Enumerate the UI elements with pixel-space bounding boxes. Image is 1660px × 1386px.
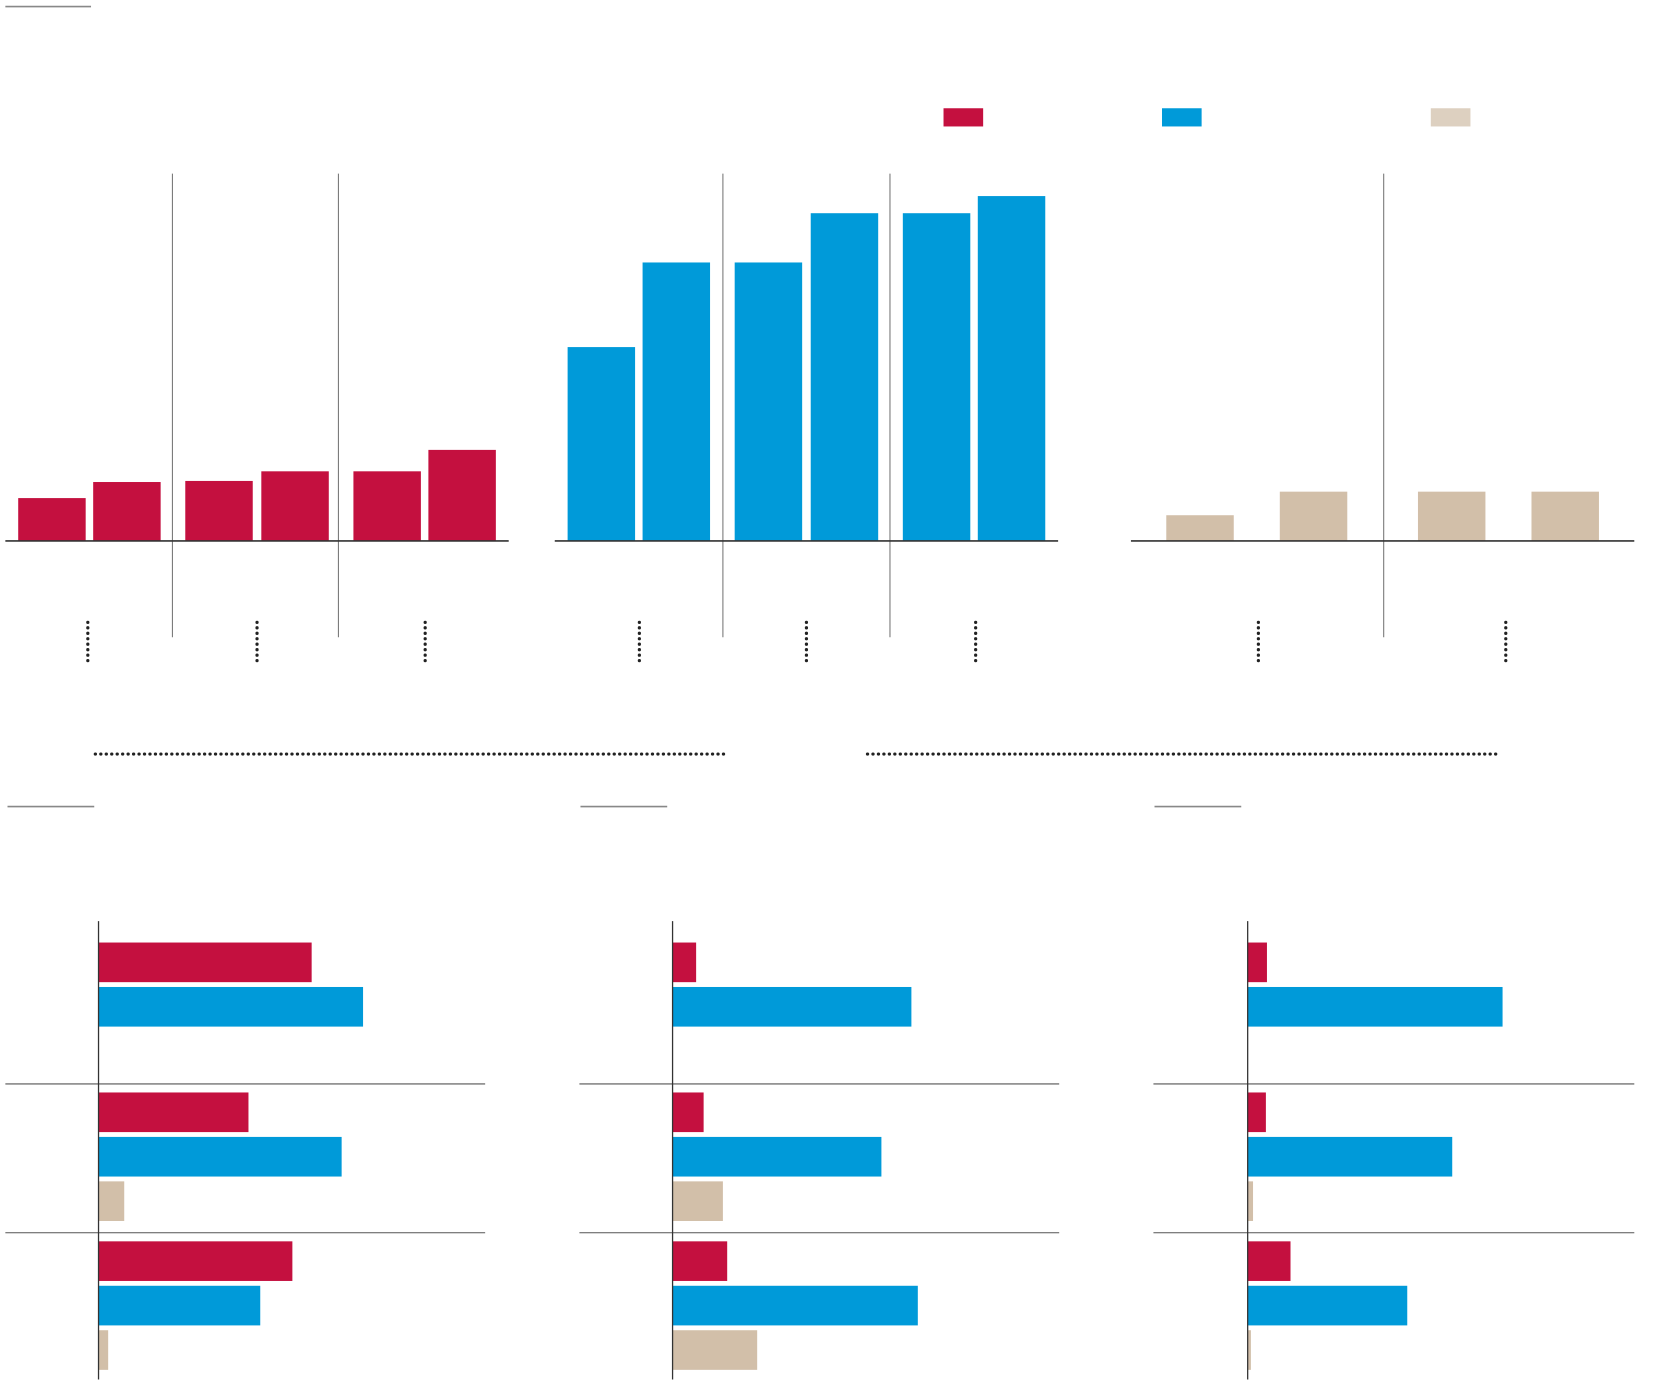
hbar-tan-g2 — [1247, 1181, 1254, 1221]
hbar-red-g3 — [98, 1241, 293, 1281]
hbar-blue-g3 — [672, 1285, 918, 1326]
hbar-red-g2 — [98, 1092, 249, 1133]
bar-blue-g3-1 — [902, 213, 971, 541]
bar-tan-g1-1 — [1166, 515, 1234, 541]
bar-blue-g2-1 — [734, 262, 803, 541]
hbar-red-g1 — [98, 942, 312, 983]
bar-blue-g2-2 — [810, 213, 879, 541]
hbar-blue-g3 — [1247, 1285, 1408, 1326]
hbar-blue-g3 — [98, 1285, 261, 1326]
hbar-tan-g2 — [98, 1181, 125, 1221]
hbar-blue-g1 — [672, 986, 912, 1027]
hbar-tan-g2 — [672, 1181, 723, 1221]
bar-red-g2-2 — [261, 471, 329, 541]
bar-tan-g1-2 — [1279, 491, 1348, 541]
hbar-blue-g2 — [672, 1136, 882, 1177]
hbar-tan-g3 — [672, 1330, 758, 1370]
hbar-red-g1 — [672, 942, 697, 983]
hbar-blue-g1 — [1247, 986, 1503, 1027]
hbar-blue-g2 — [98, 1136, 342, 1177]
hbar-tan-g3 — [98, 1330, 109, 1370]
bar-blue-g1-1 — [567, 347, 636, 541]
bar-red-g3-2 — [428, 449, 496, 541]
legend-swatch-red — [943, 108, 984, 127]
hbar-red-g1 — [1247, 942, 1267, 983]
hbar-red-g2 — [672, 1092, 704, 1133]
bar-blue-g3-2 — [977, 196, 1046, 541]
hbar-red-g3 — [1247, 1241, 1291, 1281]
bar-blue-g1-2 — [642, 262, 711, 541]
bar-red-g3-1 — [353, 471, 421, 541]
legend-swatch-tan — [1430, 108, 1471, 127]
bar-tan-g2-1 — [1417, 491, 1486, 541]
hbar-blue-g1 — [98, 986, 364, 1027]
hbar-red-g3 — [672, 1241, 728, 1281]
bar-red-g2-1 — [185, 480, 253, 541]
hbar-tan-g3 — [1247, 1330, 1251, 1370]
bar-tan-g2-2 — [1531, 491, 1599, 541]
hbar-red-g2 — [1247, 1092, 1266, 1133]
hbar-blue-g2 — [1247, 1136, 1453, 1177]
legend-swatch-blue — [1162, 108, 1202, 127]
bar-red-g1-1 — [18, 498, 86, 541]
bar-red-g1-2 — [93, 482, 161, 541]
